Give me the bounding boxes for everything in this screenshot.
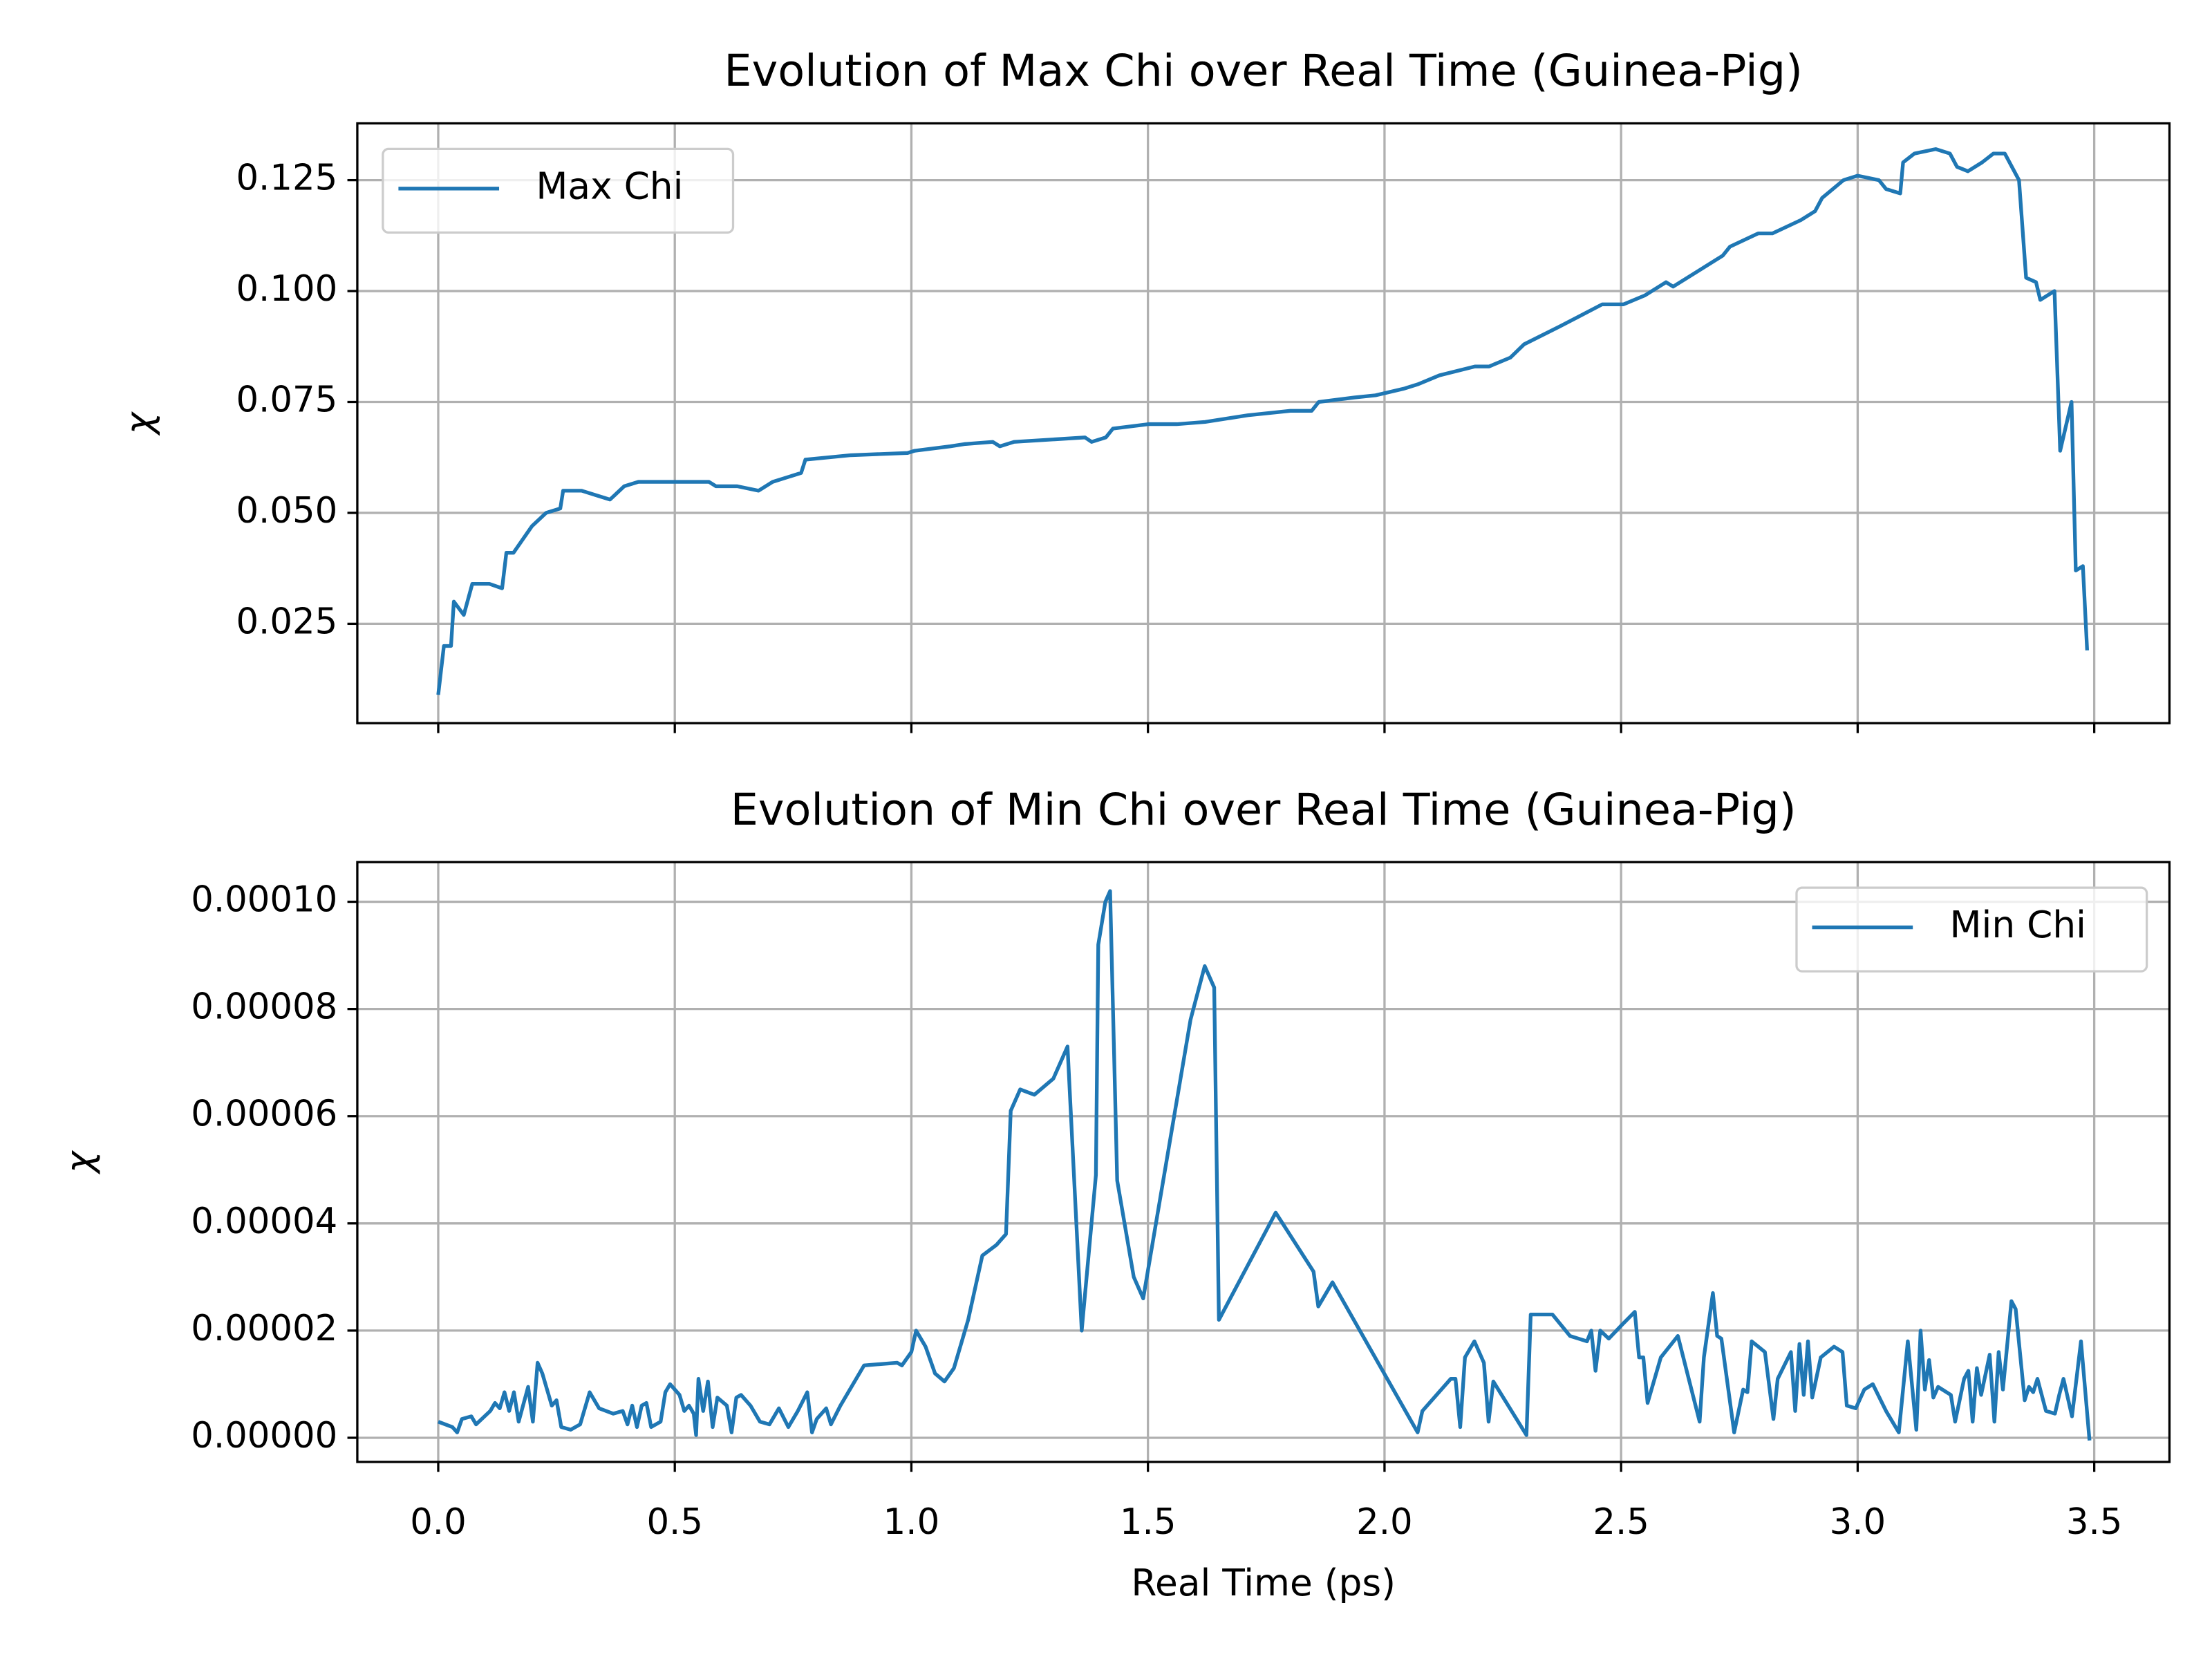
- x-tick-label: 0.0: [410, 1501, 467, 1543]
- legend-label: Max Chi: [536, 164, 683, 207]
- x-tick-label: 3.0: [1830, 1501, 1886, 1543]
- y-tick-label: 0.00006: [191, 1094, 337, 1135]
- y-tick-label: 0.100: [236, 268, 337, 310]
- x-tick-label: 1.0: [883, 1501, 940, 1543]
- y-tick-label: 0.050: [236, 490, 337, 532]
- y-tick-label: 0.025: [236, 601, 337, 642]
- axes-frame: [356, 861, 2171, 1463]
- y-tick-label: 0.00002: [191, 1308, 337, 1349]
- chart-title: Evolution of Max Chi over Real Time (Gui…: [724, 45, 1803, 96]
- chart-title: Evolution of Min Chi over Real Time (Gui…: [731, 784, 1797, 835]
- axes-frame: [356, 122, 2171, 724]
- y-axis-label: χ: [58, 1150, 102, 1175]
- y-tick-label: 0.075: [236, 379, 337, 421]
- data-line: [438, 889, 2092, 1441]
- legend-label: Min Chi: [1950, 903, 2086, 946]
- y-tick-label: 0.00000: [191, 1415, 337, 1456]
- x-tick-label: 2.0: [1356, 1501, 1413, 1543]
- data-line: [436, 147, 2090, 695]
- x-tick-label: 2.5: [1593, 1501, 1649, 1543]
- y-tick-label: 0.125: [236, 158, 337, 199]
- y-axis-label: χ: [118, 411, 161, 436]
- x-tick-label: 3.5: [2066, 1501, 2123, 1543]
- x-axis-label: Real Time (ps): [1131, 1561, 1396, 1604]
- x-tick-label: 0.5: [646, 1501, 703, 1543]
- x-tick-label: 1.5: [1120, 1501, 1177, 1543]
- legend-frame: [1795, 886, 2148, 973]
- legend-frame: [382, 147, 735, 234]
- y-tick-label: 0.00008: [191, 986, 337, 1028]
- y-tick-label: 0.00004: [191, 1201, 337, 1242]
- y-tick-label: 0.00010: [191, 879, 337, 921]
